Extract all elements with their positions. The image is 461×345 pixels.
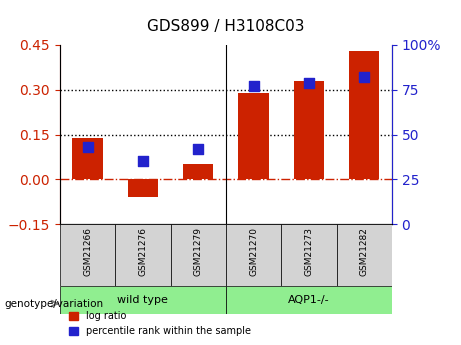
Point	[195, 146, 202, 152]
Bar	[128, 179, 158, 197]
Legend: log ratio, percentile rank within the sample: log ratio, percentile rank within the sa…	[65, 307, 255, 340]
FancyBboxPatch shape	[171, 224, 226, 286]
FancyBboxPatch shape	[226, 286, 392, 314]
Bar	[183, 165, 213, 179]
FancyBboxPatch shape	[337, 224, 392, 286]
Point	[250, 83, 257, 89]
Text: GSM21273: GSM21273	[304, 227, 313, 276]
Point	[139, 159, 147, 164]
Point	[361, 75, 368, 80]
Text: AQP1-/-: AQP1-/-	[288, 295, 330, 305]
Bar	[294, 81, 324, 179]
FancyBboxPatch shape	[281, 224, 337, 286]
FancyBboxPatch shape	[60, 286, 226, 314]
FancyBboxPatch shape	[60, 224, 115, 286]
Text: GSM21282: GSM21282	[360, 227, 369, 276]
Text: GSM21279: GSM21279	[194, 227, 203, 276]
Bar	[238, 93, 269, 179]
Text: GDS899 / H3108C03: GDS899 / H3108C03	[147, 20, 305, 34]
Bar	[72, 138, 103, 179]
Point	[305, 80, 313, 85]
Text: genotype/variation: genotype/variation	[5, 299, 104, 308]
Text: GSM21276: GSM21276	[138, 227, 148, 276]
Text: GSM21270: GSM21270	[249, 227, 258, 276]
FancyBboxPatch shape	[226, 224, 281, 286]
Text: wild type: wild type	[118, 295, 168, 305]
FancyBboxPatch shape	[115, 224, 171, 286]
Text: GSM21266: GSM21266	[83, 227, 92, 276]
Point	[84, 144, 91, 150]
Bar	[349, 51, 379, 179]
